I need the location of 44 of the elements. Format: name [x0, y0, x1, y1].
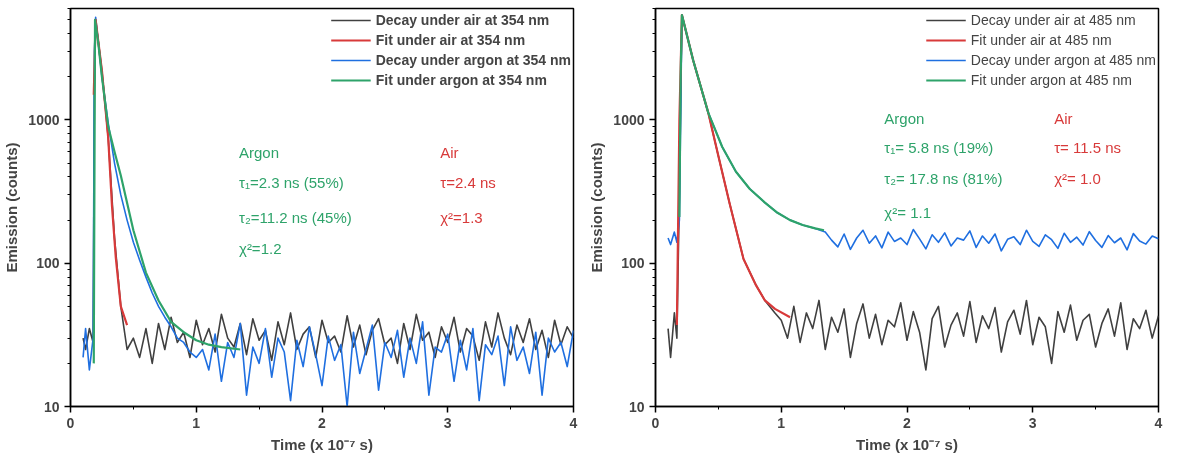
annotation: χ²=1.2 — [239, 240, 282, 258]
annotation: τ₂=11.2 ns (45%) — [239, 208, 352, 226]
y-tick-label: 1000 — [613, 111, 645, 128]
annotation: χ²=1.3 — [440, 208, 483, 226]
x-tick-label: 1 — [777, 414, 786, 431]
x-tick-label: 2 — [903, 414, 912, 431]
legend-label: Decay under argon at 354 nm — [375, 52, 571, 68]
x-tick-label: 3 — [443, 414, 452, 431]
x-tick-label: 2 — [318, 414, 327, 431]
annotation: Argon — [884, 109, 925, 127]
x-axis-title: Time (x 10⁻⁷ s) — [856, 435, 958, 453]
x-tick-label: 0 — [651, 414, 660, 431]
x-tick-label: 3 — [1028, 414, 1037, 431]
legend-label: Decay under argon at 485 nm — [970, 52, 1156, 68]
annotation: Argon — [239, 144, 280, 162]
x-tick-label: 1 — [192, 414, 201, 431]
legend-label: Fit under air at 354 nm — [375, 32, 526, 48]
x-tick-label: 4 — [569, 414, 578, 431]
annotation: χ²= 1.1 — [884, 204, 932, 222]
legend-label: Fit under air at 485 nm — [970, 32, 1112, 48]
annotation: χ²= 1.0 — [1054, 170, 1101, 188]
annotation: Air — [1054, 109, 1073, 127]
x-tick-label: 4 — [1154, 414, 1163, 431]
annotation: Air — [440, 144, 459, 162]
annotation: τ= 11.5 ns — [1054, 138, 1122, 156]
legend-label: Decay under air at 485 nm — [970, 12, 1136, 28]
legend-label: Decay under air at 354 nm — [375, 12, 550, 28]
y-tick-label: 1000 — [28, 111, 60, 128]
annotation: τ₂= 17.8 ns (81%) — [884, 170, 1003, 188]
line-series — [92, 18, 129, 327]
annotation: τ₁=2.3 ns (55%) — [239, 174, 344, 192]
annotation: τ=2.4 ns — [440, 174, 496, 192]
y-tick-label: 10 — [43, 398, 60, 415]
y-axis-title: Emission (counts) — [3, 142, 21, 273]
line-series — [678, 13, 826, 232]
annotation: τ₁= 5.8 ns (19%) — [884, 138, 994, 156]
y-tick-label: 100 — [36, 255, 60, 272]
legend-label: Fit under argon at 354 nm — [375, 72, 547, 88]
legend-label: Fit under argon at 485 nm — [970, 72, 1132, 88]
x-axis-title: Time (x 10⁻⁷ s) — [271, 435, 373, 453]
y-axis-title: Emission (counts) — [588, 142, 606, 273]
y-tick-label: 100 — [621, 255, 645, 272]
y-tick-label: 10 — [628, 398, 645, 415]
x-tick-label: 0 — [66, 414, 75, 431]
